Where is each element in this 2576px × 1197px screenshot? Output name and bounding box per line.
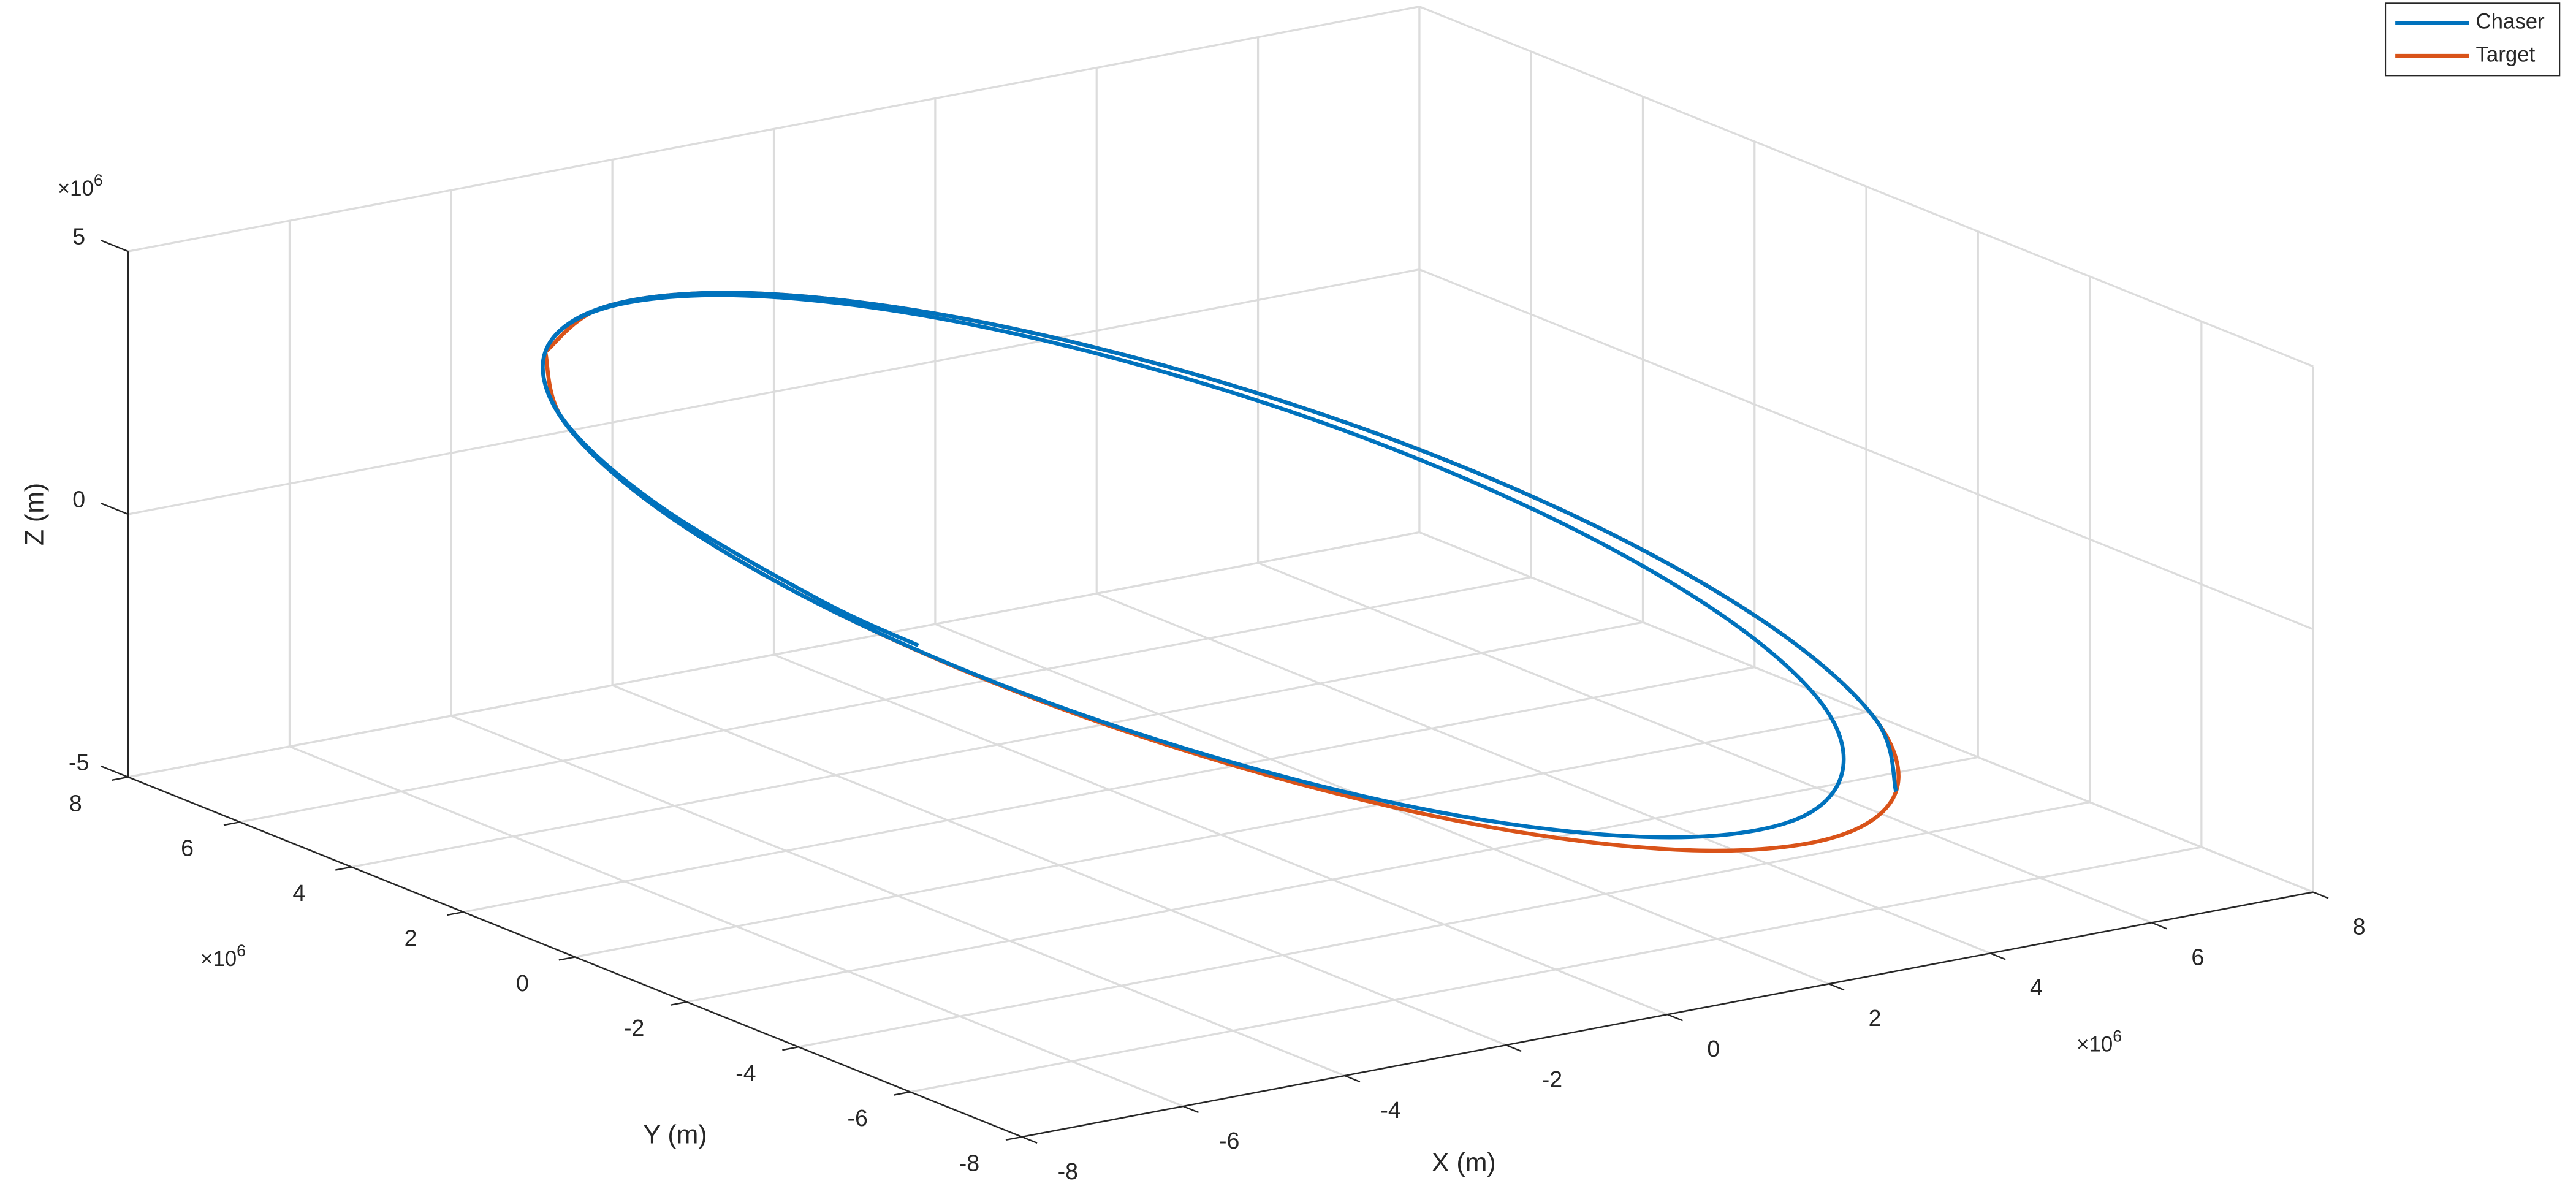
x-tick-label: 2 [1869, 1005, 1882, 1031]
legend-box [2384, 2, 2561, 77]
legend-label: Target [2475, 42, 2535, 66]
legend-label: Chaser [2475, 10, 2545, 34]
x-tick [2151, 922, 2168, 930]
y-tick-label: 4 [292, 880, 305, 906]
y-tick [1005, 1136, 1022, 1141]
y-tick-label: 2 [405, 925, 417, 951]
x-tick [1021, 1136, 1038, 1144]
y-tick [112, 776, 129, 781]
z-axis-label: Z (m) [20, 483, 49, 545]
y-tick-label: -2 [624, 1015, 644, 1041]
x-tick-label: 6 [2191, 944, 2204, 970]
y-multiplier: ×106 [200, 941, 246, 971]
grid-line [1419, 531, 2314, 893]
x-tick [1183, 1105, 1199, 1114]
x-tick [2312, 891, 2329, 899]
series-line [541, 291, 1898, 840]
z-multiplier: ×106 [58, 171, 103, 200]
y-tick [558, 956, 576, 961]
grid-line [1419, 6, 2314, 368]
x-tick-label: 0 [1707, 1036, 1720, 1062]
y-multiplier-base: ×10 [200, 947, 237, 971]
legend: Chaser Target [2384, 2, 2561, 77]
x-tick-label: 4 [2030, 975, 2043, 1000]
y-axis-label: Y (m) [644, 1120, 707, 1150]
y-tick-label: -8 [959, 1150, 979, 1176]
grid-line [351, 621, 1643, 868]
x-tick [1344, 1074, 1361, 1083]
x-tick-label: 8 [2353, 913, 2366, 939]
y-tick [782, 1046, 799, 1051]
y-tick [335, 866, 352, 871]
z-multiplier-base: ×10 [58, 177, 94, 200]
x-tick [1989, 952, 2006, 960]
grid-line [240, 576, 1532, 823]
x-multiplier-base: ×10 [2076, 1033, 2113, 1057]
z-tick-label: -5 [69, 749, 89, 775]
axes-layer: -8 -6 -4 -2 0 2 4 6 8 -8 -6 -4 -2 0 2 4 6 8 -5 0 5 [69, 224, 2366, 1184]
y-tick-label: 6 [181, 835, 194, 861]
y-tick [894, 1091, 911, 1096]
grid-line [686, 756, 1978, 1003]
series-line [543, 291, 1901, 853]
z-multiplier-exponent: 6 [94, 171, 103, 189]
x-multiplier: ×106 [2076, 1027, 2122, 1056]
z-tick [100, 239, 129, 253]
x-tick-label: -4 [1380, 1097, 1400, 1123]
y-tick-label: -4 [735, 1060, 756, 1086]
y-tick [447, 911, 464, 916]
y-tick [670, 1001, 687, 1006]
grid-line [798, 801, 2090, 1048]
grid-line [574, 711, 1867, 958]
y-tick-label: 0 [516, 970, 529, 996]
grid-line [127, 268, 1420, 515]
z-tick-label: 0 [72, 486, 85, 512]
grid-line [463, 666, 1755, 913]
grid-line [127, 6, 1420, 253]
grid-layer [127, 6, 2314, 1138]
x-axis-label: X (m) [1432, 1148, 1496, 1177]
x-tick-label: -2 [1542, 1066, 1562, 1092]
y-tick-label: -6 [848, 1105, 868, 1131]
lines-layer [541, 291, 1901, 853]
grid-line [1419, 268, 2314, 631]
y-multiplier-exponent: 6 [237, 941, 246, 960]
grid-line [910, 846, 2202, 1093]
y-tick-label: 8 [69, 790, 82, 816]
x-tick [1667, 1014, 1684, 1022]
grid-line [127, 531, 1420, 778]
z-tick [100, 765, 129, 778]
z-tick-label: 5 [72, 224, 85, 249]
x-tick-label: -8 [1058, 1158, 1078, 1184]
x-multiplier-exponent: 6 [2113, 1027, 2122, 1045]
z-tick [100, 502, 129, 515]
x-tick-label: -6 [1219, 1128, 1239, 1153]
x-tick [1828, 983, 1845, 991]
y-tick [223, 821, 240, 826]
x-tick [1505, 1044, 1522, 1052]
